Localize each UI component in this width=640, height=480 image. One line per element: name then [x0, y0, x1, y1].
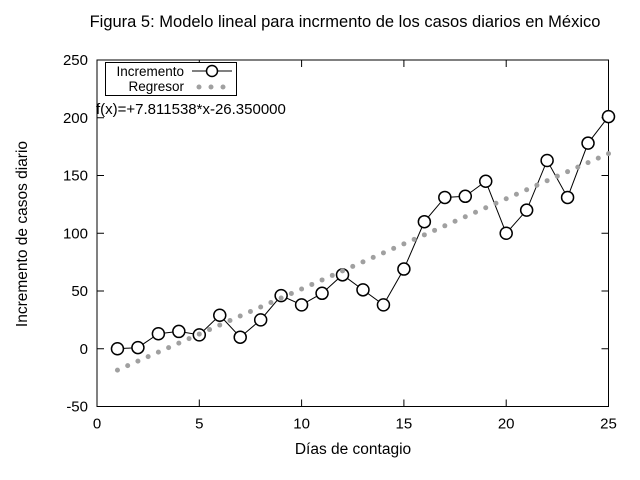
legend: Incremento Regresor — [105, 62, 237, 96]
incremento-line-marker-icon — [192, 64, 232, 78]
svg-text:150: 150 — [63, 168, 88, 185]
svg-text:20: 20 — [498, 416, 515, 433]
legend-item-regresor: Regresor — [106, 79, 236, 94]
regresor-dots-icon — [196, 84, 226, 90]
svg-text:15: 15 — [396, 416, 413, 433]
svg-text:-50: -50 — [66, 399, 88, 416]
svg-text:200: 200 — [63, 110, 88, 127]
svg-text:25: 25 — [600, 416, 617, 433]
svg-text:10: 10 — [293, 416, 310, 433]
chart-title: Figura 5: Modelo lineal para incrmento d… — [89, 13, 601, 31]
x-axis-label: Días de contagio — [294, 441, 412, 458]
svg-text:5: 5 — [195, 416, 203, 433]
svg-text:250: 250 — [63, 52, 88, 69]
regression-equation: f(x)=+7.811538*x-26.350000 — [96, 101, 286, 118]
svg-text:100: 100 — [63, 225, 88, 242]
legend-label-incremento: Incremento — [116, 63, 184, 79]
svg-text:0: 0 — [93, 416, 101, 433]
svg-text:0: 0 — [80, 341, 88, 358]
legend-label-regresor: Regresor — [128, 79, 184, 95]
legend-item-incremento: Incremento — [106, 64, 236, 79]
svg-text:50: 50 — [71, 283, 88, 300]
